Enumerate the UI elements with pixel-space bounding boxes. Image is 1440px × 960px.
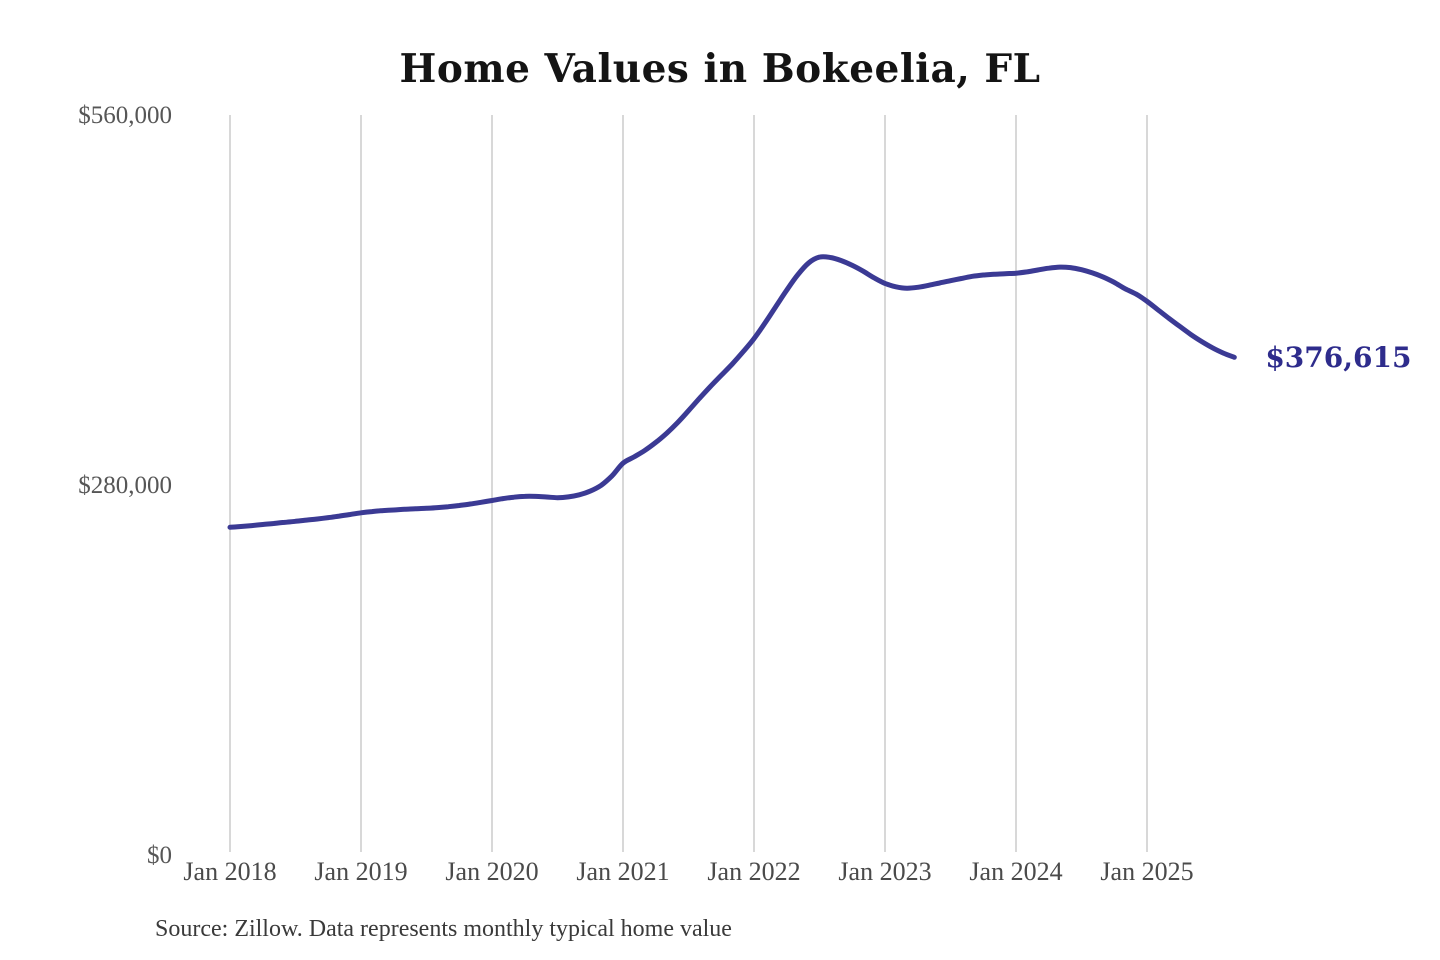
chart-title: Home Values in Bokeelia, FL [399, 46, 1041, 92]
y-tick-label-280k: $280,000 [78, 472, 172, 499]
x-tick-label: Jan 2025 [1100, 857, 1194, 886]
x-tick-label: Jan 2020 [445, 857, 539, 886]
x-tick-label: Jan 2022 [707, 857, 801, 886]
x-tick-label: Jan 2023 [838, 857, 932, 886]
x-tick-label: Jan 2018 [183, 857, 277, 886]
home-value-line [227, 254, 1237, 530]
gridlines [229, 115, 1148, 852]
x-tick-label: Jan 2024 [969, 857, 1063, 886]
latest-value-label: $376,615 [1265, 341, 1412, 375]
y-tick-label-560k: $560,000 [78, 102, 172, 129]
source-note: Source: Zillow. Data represents monthly … [155, 916, 732, 942]
x-tick-label: Jan 2019 [314, 857, 408, 886]
x-tick-label: Jan 2021 [576, 857, 670, 886]
y-tick-label-0: $0 [147, 842, 172, 869]
